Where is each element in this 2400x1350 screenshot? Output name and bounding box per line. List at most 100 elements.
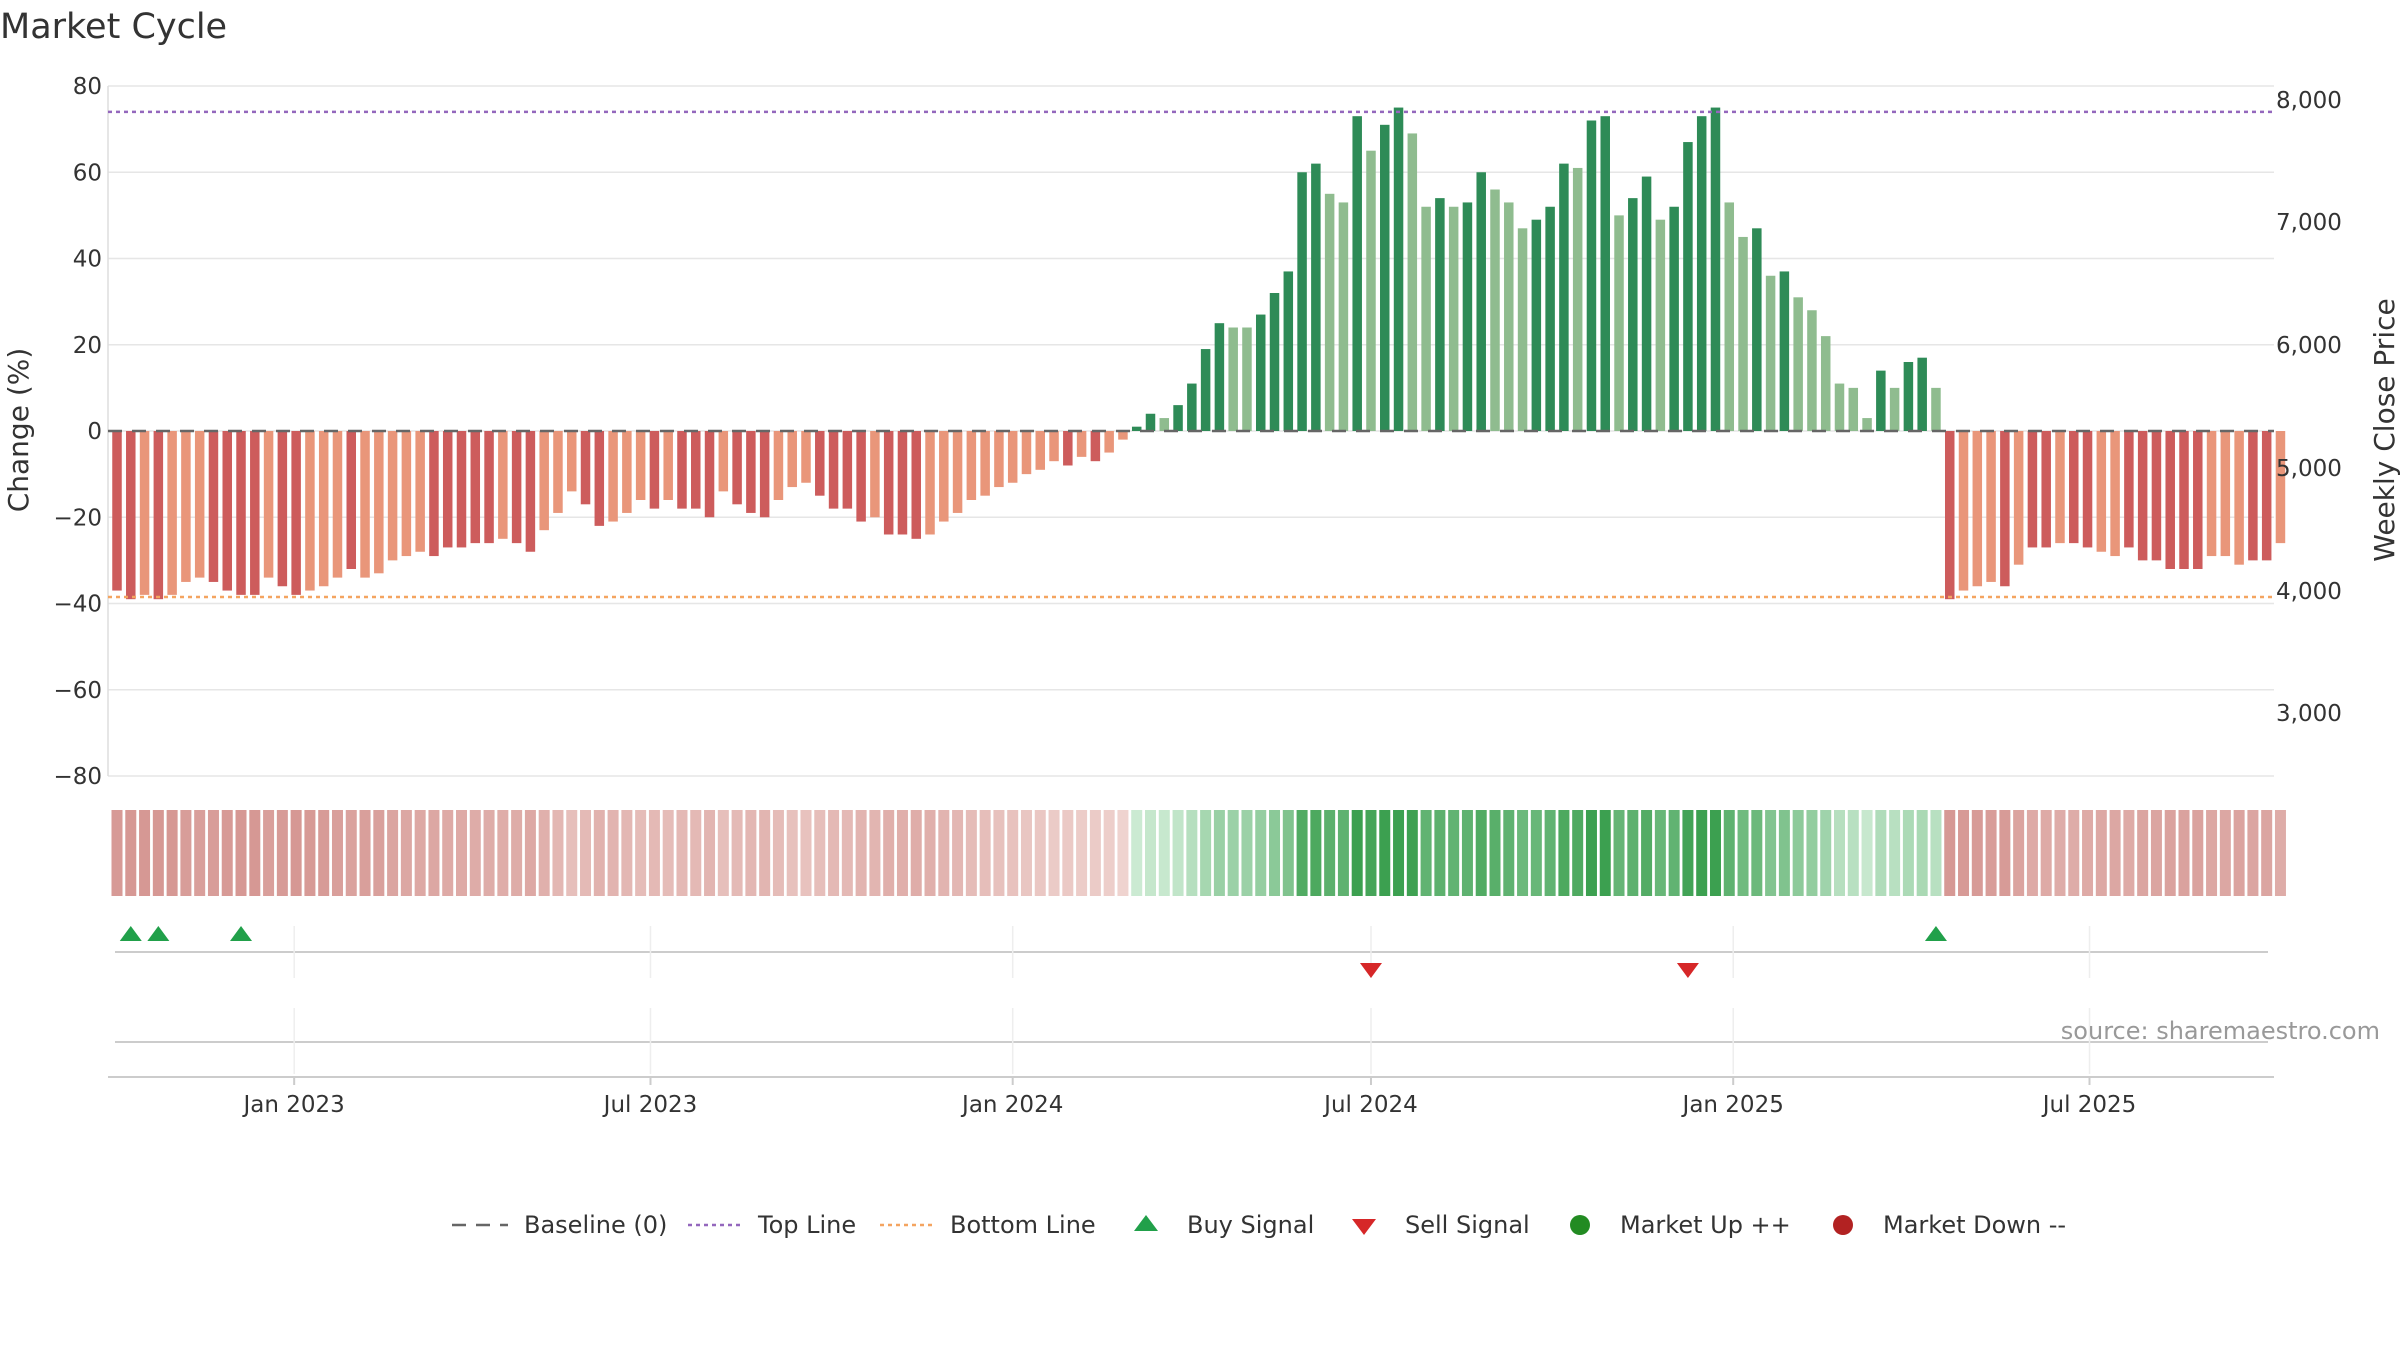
heat-cell	[373, 810, 385, 896]
x-tick-label: Jan 2023	[242, 1092, 345, 1118]
heat-cell	[359, 810, 371, 896]
heat-cell	[1475, 810, 1487, 896]
right-tick-label: 6,000	[2276, 333, 2342, 359]
heat-cell	[1627, 810, 1639, 896]
heat-cell	[1103, 810, 1115, 896]
heat-cell	[1875, 810, 1887, 896]
x-tick-label: Jul 2025	[2041, 1092, 2137, 1118]
bar	[1366, 150, 1376, 431]
bar	[1173, 405, 1183, 431]
legend-swatch-buy	[1134, 1215, 1158, 1231]
heat-cell	[938, 810, 950, 896]
heat-cell	[635, 810, 647, 896]
bar	[291, 431, 301, 595]
heat-cell	[1971, 810, 1983, 896]
bar	[1545, 206, 1555, 431]
bar	[1063, 431, 1073, 466]
heat-cell	[979, 810, 991, 896]
heat-cell	[1158, 810, 1170, 896]
heat-cell	[1227, 810, 1239, 896]
bar	[635, 431, 646, 500]
bar	[1531, 219, 1542, 431]
x-tick-label: Jul 2024	[1322, 1092, 1418, 1118]
heat-cell	[1751, 810, 1763, 896]
heat-cell	[676, 810, 688, 896]
bar	[1338, 202, 1349, 431]
bar	[2234, 431, 2244, 565]
heat-cell	[1434, 810, 1446, 896]
heat-cell	[125, 810, 137, 896]
heat-cell	[2247, 810, 2259, 896]
heat-cell	[1668, 810, 1680, 896]
bar	[1311, 163, 1321, 431]
bar	[511, 431, 522, 544]
heat-cell	[648, 810, 660, 896]
bar	[608, 431, 618, 522]
bar	[842, 431, 853, 509]
bar	[1572, 167, 1583, 431]
heat-cell	[1503, 810, 1515, 896]
bar	[1435, 198, 1445, 431]
x-tick-label: Jul 2023	[602, 1092, 698, 1118]
heat-cell	[2109, 810, 2121, 896]
bar	[1834, 383, 1845, 431]
bar	[112, 431, 122, 591]
bar	[387, 431, 398, 561]
heat-cell	[1847, 810, 1859, 896]
heat-cell	[152, 810, 164, 896]
heat-cell	[2178, 810, 2190, 896]
bar	[1559, 163, 1569, 431]
heat-cell	[1145, 810, 1156, 896]
bar	[1462, 202, 1473, 431]
bar	[1021, 431, 1032, 475]
legend-swatch-circle	[1833, 1215, 1853, 1235]
sell-signal-marker	[1359, 963, 1382, 978]
bar	[1903, 362, 1914, 431]
bar	[759, 431, 770, 518]
heat-cell	[566, 810, 578, 896]
bar	[1628, 198, 1638, 431]
heat-cell	[1200, 810, 1212, 896]
bar	[194, 431, 205, 578]
heat-cell	[2026, 810, 2038, 896]
bar	[1848, 387, 1859, 431]
bar	[305, 431, 315, 591]
legend-swatch-sell	[1352, 1219, 1376, 1235]
bar	[622, 431, 632, 513]
bar	[580, 431, 591, 505]
bar	[1669, 206, 1679, 431]
left-tick-label: −80	[53, 764, 102, 790]
bar	[442, 431, 453, 548]
heat-cell	[497, 810, 509, 896]
heat-cell	[1517, 810, 1529, 896]
bar	[429, 431, 439, 557]
bar	[966, 431, 977, 500]
bar	[1255, 314, 1266, 431]
bar	[704, 431, 715, 518]
bar	[994, 431, 1004, 488]
heat-cell	[1544, 810, 1556, 896]
bar	[1145, 413, 1156, 431]
bar	[222, 431, 232, 591]
bars	[112, 107, 2286, 600]
bar	[1944, 431, 1955, 600]
bar	[1614, 215, 1624, 431]
bar	[236, 431, 246, 595]
heat-cell	[1958, 810, 1970, 896]
bar	[1958, 431, 1969, 591]
bar	[415, 431, 425, 552]
heat-cell	[304, 810, 316, 896]
bar	[539, 431, 549, 531]
heat-cell	[1834, 810, 1845, 896]
bar	[2041, 431, 2051, 548]
bar	[2206, 431, 2217, 557]
bar	[2179, 431, 2189, 569]
heat-cell	[814, 810, 826, 896]
x-tick-label: Jan 2024	[960, 1092, 1063, 1118]
bar	[2137, 431, 2148, 561]
heat-cell	[2261, 810, 2273, 896]
heat-cell	[1241, 810, 1253, 896]
bar	[1779, 271, 1790, 431]
heat-cell	[414, 810, 426, 896]
